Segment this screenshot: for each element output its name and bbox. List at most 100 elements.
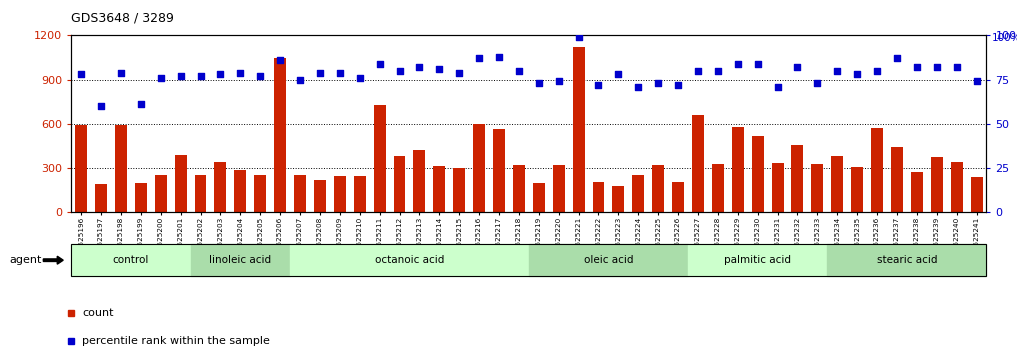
Bar xyxy=(712,164,724,212)
Point xyxy=(810,80,826,86)
Bar xyxy=(433,166,445,212)
Bar xyxy=(254,175,266,212)
Point xyxy=(869,68,885,74)
Point xyxy=(452,70,468,75)
Point xyxy=(332,70,348,75)
Point xyxy=(153,75,169,81)
Point xyxy=(789,64,805,70)
Bar xyxy=(827,244,986,276)
Point xyxy=(571,34,587,40)
Bar xyxy=(732,127,743,212)
Point xyxy=(650,80,666,86)
Bar xyxy=(234,170,246,212)
Bar xyxy=(593,182,604,212)
Bar xyxy=(414,150,425,212)
Point xyxy=(770,84,786,90)
Bar xyxy=(75,125,87,212)
Point xyxy=(590,82,606,88)
Bar xyxy=(354,176,366,212)
Bar xyxy=(95,184,107,212)
Point xyxy=(392,68,408,74)
Point xyxy=(710,68,726,74)
Bar xyxy=(970,177,982,212)
Bar xyxy=(633,175,644,212)
Bar xyxy=(752,136,764,212)
Text: octanoic acid: octanoic acid xyxy=(375,255,444,265)
Text: control: control xyxy=(113,255,149,265)
Bar xyxy=(215,162,227,212)
Point xyxy=(93,103,109,109)
Bar xyxy=(573,47,585,212)
Bar xyxy=(493,129,505,212)
Point xyxy=(610,72,626,77)
Point xyxy=(272,57,288,63)
Bar xyxy=(533,183,545,212)
Point xyxy=(312,70,328,75)
Point xyxy=(729,61,745,67)
Bar xyxy=(891,147,903,212)
Bar xyxy=(672,182,684,212)
Point xyxy=(173,73,189,79)
Bar xyxy=(692,115,704,212)
Bar xyxy=(612,186,624,212)
Bar xyxy=(190,244,290,276)
Point xyxy=(213,72,229,77)
Point xyxy=(511,68,527,74)
Point xyxy=(550,79,566,84)
Bar xyxy=(831,156,843,212)
Bar xyxy=(951,162,963,212)
Point xyxy=(531,80,547,86)
Text: GDS3648 / 3289: GDS3648 / 3289 xyxy=(71,12,174,25)
Point xyxy=(431,66,447,72)
Bar xyxy=(552,165,564,212)
Bar xyxy=(294,175,306,212)
Bar xyxy=(155,175,167,212)
Bar xyxy=(71,244,190,276)
Point xyxy=(491,54,507,59)
Point xyxy=(670,82,686,88)
Text: palmitic acid: palmitic acid xyxy=(724,255,791,265)
Bar xyxy=(373,105,385,212)
Point xyxy=(949,64,965,70)
Text: count: count xyxy=(82,308,114,318)
Point xyxy=(631,84,647,90)
Bar xyxy=(529,244,689,276)
Bar xyxy=(772,163,783,212)
Point xyxy=(252,73,268,79)
Bar xyxy=(931,157,943,212)
Text: oleic acid: oleic acid xyxy=(584,255,634,265)
FancyArrow shape xyxy=(44,256,63,264)
Point xyxy=(411,64,427,70)
Bar xyxy=(194,175,206,212)
Point xyxy=(192,73,208,79)
Point xyxy=(132,102,148,107)
Point xyxy=(471,56,487,61)
Point xyxy=(849,72,865,77)
Bar xyxy=(454,168,465,212)
Point xyxy=(968,79,984,84)
Point xyxy=(929,64,945,70)
Point xyxy=(829,68,845,74)
Text: linoleic acid: linoleic acid xyxy=(210,255,272,265)
Text: 100%: 100% xyxy=(992,33,1017,42)
Point xyxy=(750,61,766,67)
Bar xyxy=(334,176,346,212)
Bar xyxy=(275,57,286,212)
Bar xyxy=(473,124,485,212)
Bar xyxy=(135,183,146,212)
Point xyxy=(690,68,706,74)
Text: percentile rank within the sample: percentile rank within the sample xyxy=(82,336,271,346)
Point xyxy=(113,70,129,75)
Text: agent: agent xyxy=(9,255,42,265)
Bar xyxy=(175,155,186,212)
Bar xyxy=(652,165,664,212)
Bar xyxy=(812,164,824,212)
Bar xyxy=(872,128,883,212)
Text: stearic acid: stearic acid xyxy=(877,255,937,265)
Point xyxy=(889,56,905,61)
Point xyxy=(371,61,387,67)
Bar xyxy=(851,167,863,212)
Point xyxy=(292,77,308,82)
Point xyxy=(232,70,248,75)
Bar xyxy=(314,180,325,212)
